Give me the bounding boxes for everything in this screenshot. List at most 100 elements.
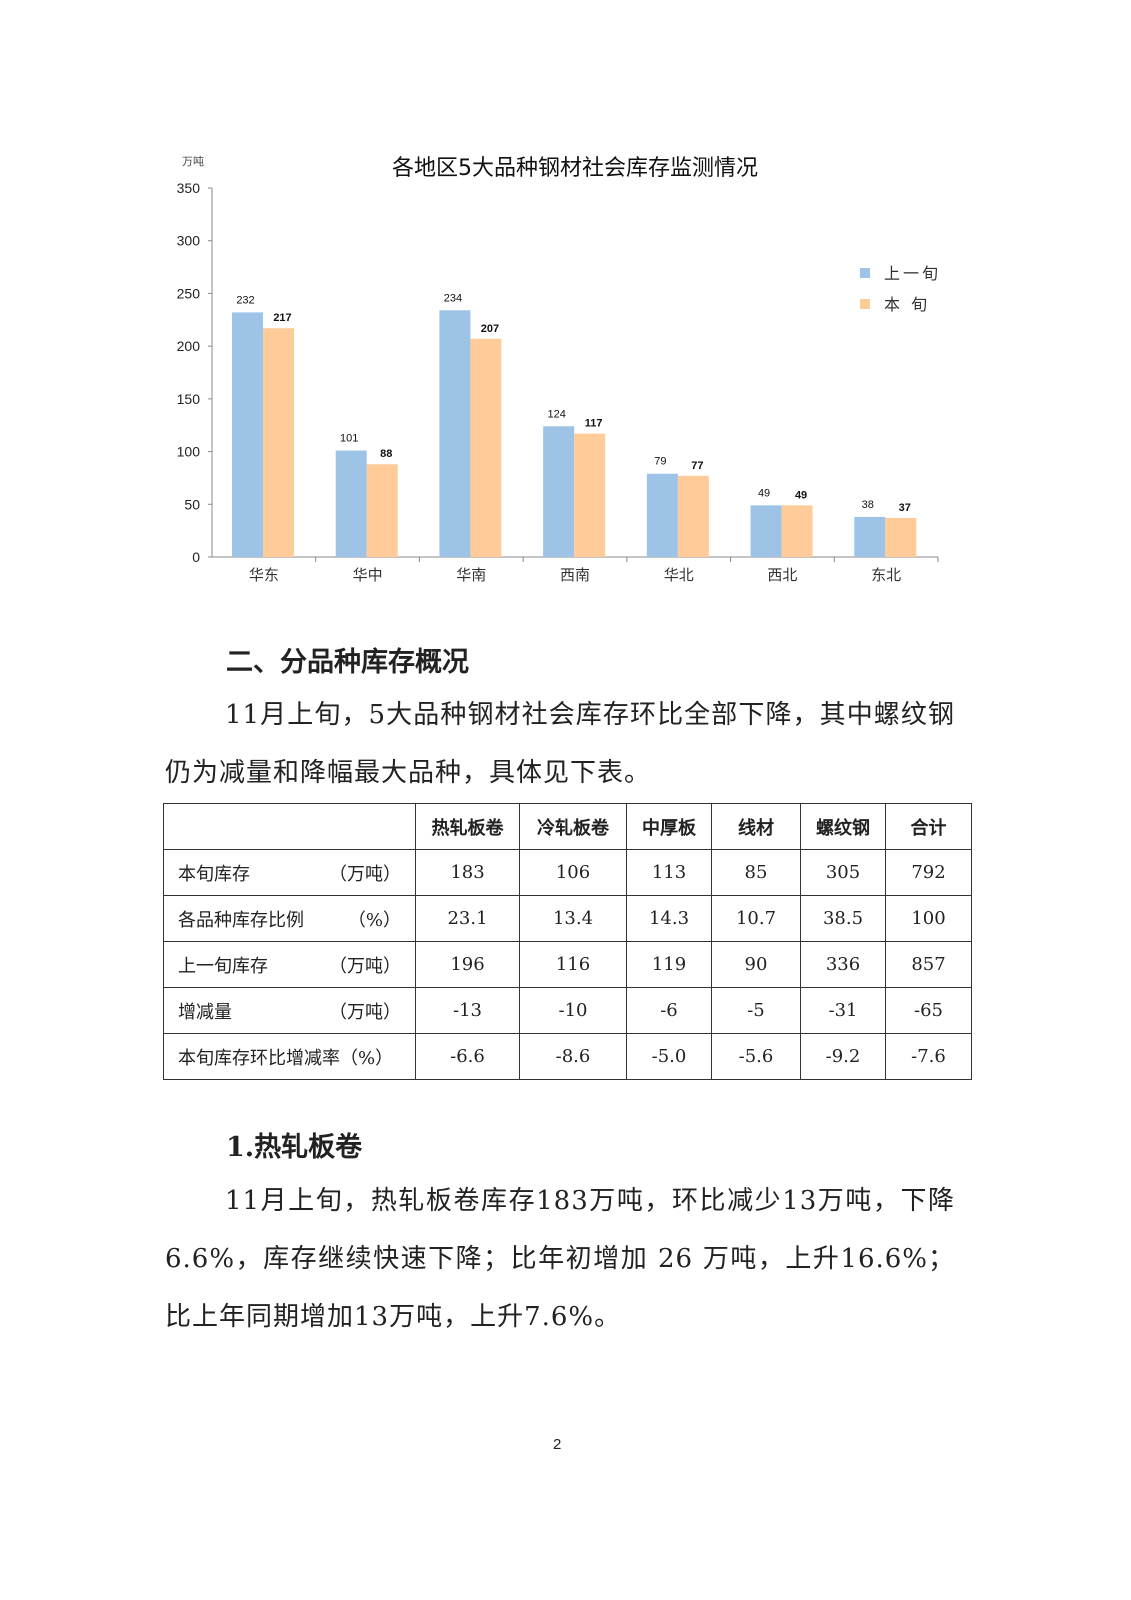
table-cell: -8.6	[519, 1033, 627, 1080]
table-cell: -10	[519, 987, 627, 1034]
variety-inventory-table: 热轧板卷 冷轧板卷 中厚板 线材 螺纹钢 合计 本旬库存 （万吨） 183 106 113 85 30…	[163, 803, 972, 1080]
table-cell: 196	[415, 941, 520, 988]
y-tick-label: 50	[184, 496, 200, 512]
x-tick-label: 华中	[353, 566, 383, 584]
x-tick-label: 西南	[560, 566, 590, 584]
bar-current	[470, 338, 502, 557]
data-label: 37	[899, 502, 911, 514]
row-unit: （%）	[347, 909, 401, 931]
y-unit-label: 万吨	[182, 155, 204, 168]
column-header: 中厚板	[626, 803, 712, 850]
table-cell: 336	[800, 941, 886, 988]
bar-current	[366, 464, 398, 557]
data-label: 88	[380, 448, 392, 460]
bar-previous	[439, 310, 471, 557]
section-paragraph-overview: 11月上旬，5大品种钢材社会库存环比全部下降，其中螺纹钢仍为减量和降幅最大品种，…	[165, 700, 955, 788]
row-unit: （万吨）	[329, 1001, 401, 1023]
data-label: 79	[654, 456, 666, 468]
data-label: 232	[236, 294, 254, 306]
table-cell: -7.6	[885, 1033, 972, 1080]
section-heading-variety-overview: 二、分品种库存概况	[226, 647, 469, 678]
column-header: 冷轧板卷	[519, 803, 627, 850]
page-number: 2	[553, 1436, 562, 1453]
column-header	[163, 803, 416, 850]
table-cell: 90	[711, 941, 801, 988]
table-row: 增减量 （万吨） -13 -10 -6 -5 -31 -65	[163, 987, 972, 1034]
table-cell: 23.1	[415, 895, 520, 942]
bar-previous	[232, 312, 263, 557]
y-tick-label: 350	[177, 180, 201, 196]
bar-current	[885, 517, 917, 557]
table-row: 各品种库存比例 （%） 23.1 13.4 14.3 10.7 38.5 100	[163, 895, 972, 942]
table-cell: 792	[885, 849, 972, 896]
table-cell: 38.5	[800, 895, 886, 942]
data-label: 38	[862, 499, 874, 511]
legend-swatch	[860, 268, 870, 278]
table-cell: 119	[626, 941, 712, 988]
table-cell: -65	[885, 987, 972, 1034]
table-cell: -6.6	[415, 1033, 520, 1080]
row-unit: （万吨）	[329, 863, 401, 885]
column-header: 线材	[711, 803, 801, 850]
table-cell: 857	[885, 941, 972, 988]
x-tick-label: 西北	[767, 566, 797, 584]
section-heading-hot-rolled: 1.热轧板卷	[226, 1132, 363, 1163]
table-cell: -5.0	[626, 1033, 712, 1080]
row-label-cell: 本旬库存环比增减率（%）	[163, 1033, 416, 1080]
table-cell: 183	[415, 849, 520, 896]
table-cell: 14.3	[626, 895, 712, 942]
data-label: 77	[691, 460, 703, 472]
row-label: 各品种库存比例	[178, 909, 304, 931]
bar-previous	[646, 473, 678, 557]
table-cell: 116	[519, 941, 627, 988]
table-row: 上一旬库存 （万吨） 196 116 119 90 336 857	[163, 941, 972, 988]
bar-current	[263, 328, 294, 557]
data-label: 217	[273, 312, 291, 324]
chart-title: 各地区5大品种钢材社会库存监测情况	[392, 156, 758, 181]
data-label: 117	[585, 418, 603, 430]
row-label-cell: 本旬库存 （万吨）	[163, 849, 416, 896]
table-cell: -5.6	[711, 1033, 801, 1080]
x-tick-label: 华东	[249, 566, 279, 584]
table-row: 本旬库存 （万吨） 183 106 113 85 305 792	[163, 849, 972, 896]
y-tick-label: 100	[177, 444, 201, 460]
y-tick-label: 0	[192, 549, 200, 565]
legend-label: 上一旬	[884, 264, 941, 283]
table-cell: -13	[415, 987, 520, 1034]
x-tick-label: 东北	[871, 566, 901, 584]
column-header: 合计	[885, 803, 972, 850]
y-tick-label: 150	[177, 391, 201, 407]
section-paragraph-hot-rolled: 11月上旬，热轧板卷库存183万吨，环比减少13万吨，下降 6.6%，库存继续快…	[165, 1186, 955, 1332]
row-unit: （万吨）	[329, 955, 401, 977]
data-label: 49	[795, 489, 807, 501]
row-label-cell: 增减量 （万吨）	[163, 987, 416, 1034]
x-tick-label: 华北	[664, 566, 694, 584]
bar-previous	[543, 426, 575, 557]
table-cell: -6	[626, 987, 712, 1034]
row-label: 本旬库存环比增减率（%）	[178, 1047, 394, 1069]
table-cell: -9.2	[800, 1033, 886, 1080]
bar-previous	[750, 505, 782, 557]
table-cell: 85	[711, 849, 801, 896]
table-header-row: 热轧板卷 冷轧板卷 中厚板 线材 螺纹钢 合计	[163, 803, 972, 850]
row-label-cell: 各品种库存比例 （%）	[163, 895, 416, 942]
row-label-cell: 上一旬库存 （万吨）	[163, 941, 416, 988]
data-label: 207	[481, 323, 499, 335]
table-cell: 10.7	[711, 895, 801, 942]
legend-swatch	[860, 299, 870, 309]
x-tick-label: 华南	[456, 566, 486, 584]
table-cell: 13.4	[519, 895, 627, 942]
column-header: 热轧板卷	[415, 803, 520, 850]
table-cell: 305	[800, 849, 886, 896]
table-cell: 100	[885, 895, 972, 942]
bar-current	[677, 475, 709, 557]
table-cell: -5	[711, 987, 801, 1034]
row-label: 增减量	[178, 1001, 232, 1023]
bar-current	[574, 433, 606, 557]
y-tick-label: 200	[177, 338, 201, 354]
data-label: 124	[547, 408, 565, 420]
table-cell: 113	[626, 849, 712, 896]
row-label: 上一旬库存	[178, 955, 268, 977]
y-tick-label: 250	[177, 285, 201, 301]
